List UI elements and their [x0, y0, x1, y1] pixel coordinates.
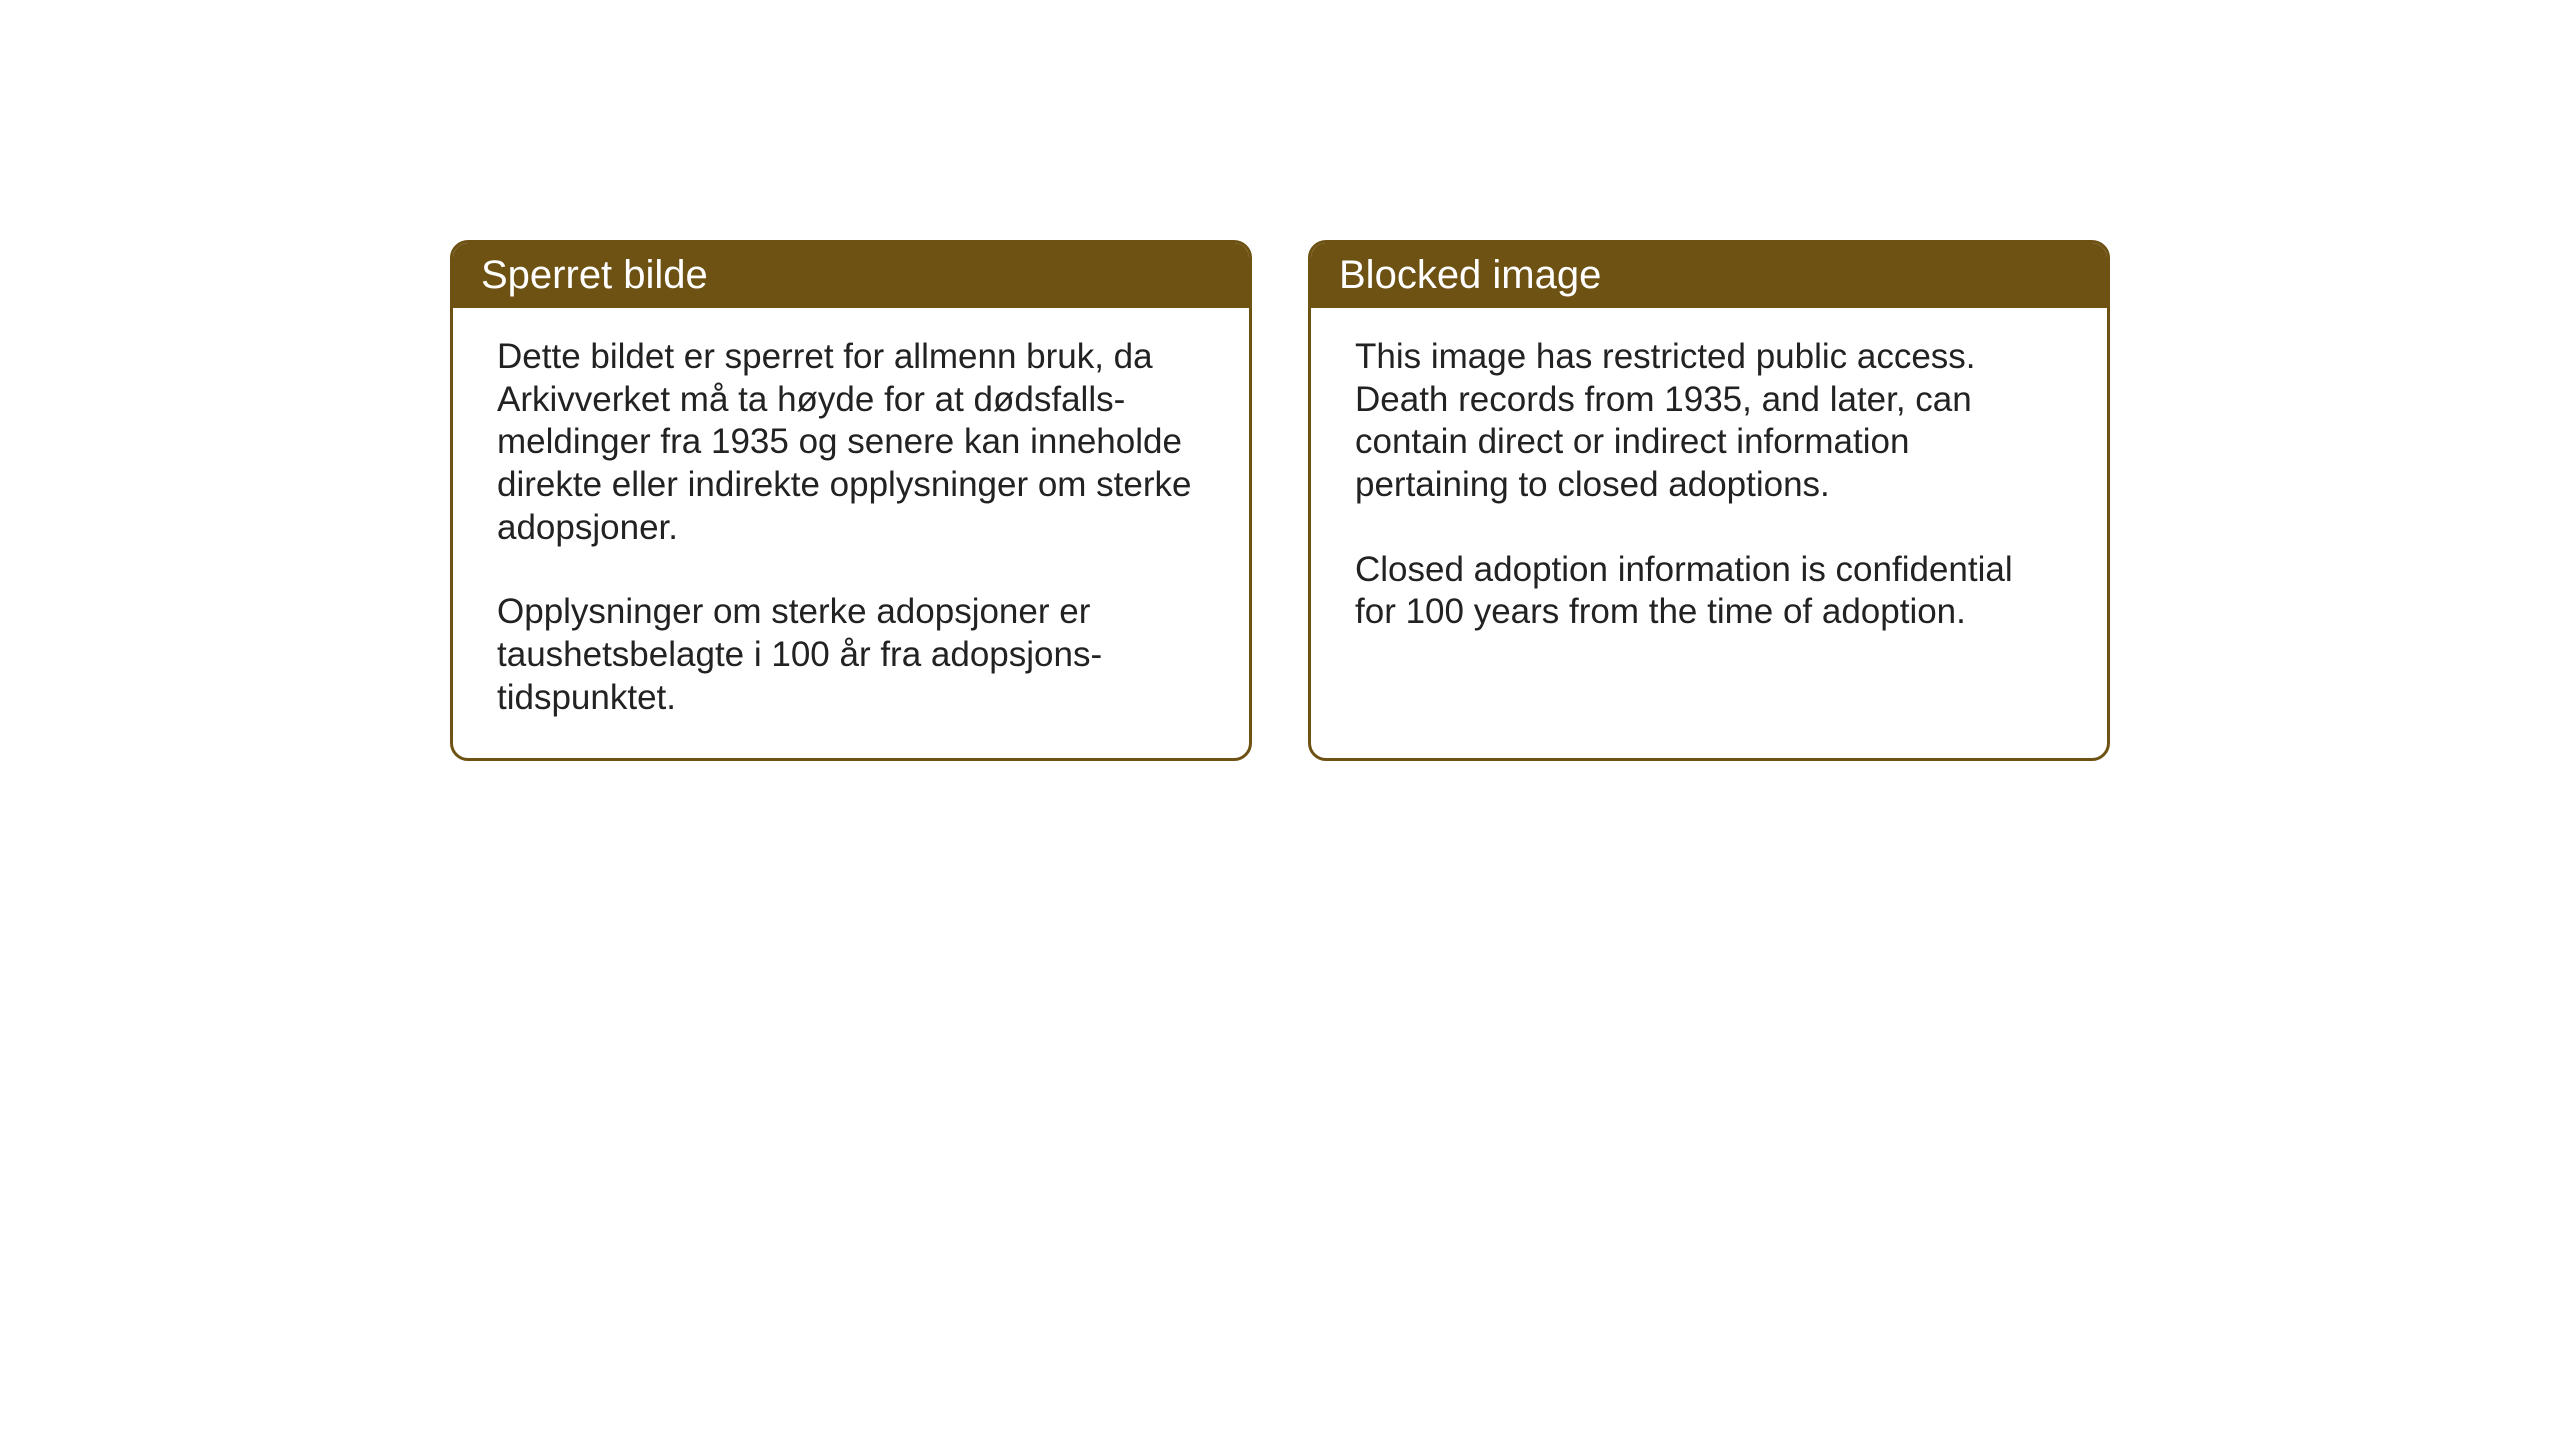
notice-body-english: This image has restricted public access.…: [1311, 308, 2107, 743]
notice-paragraph-2-norwegian: Opplysninger om sterke adopsjoner er tau…: [497, 591, 1205, 719]
notice-header-english: Blocked image: [1311, 243, 2107, 308]
notice-box-english: Blocked image This image has restricted …: [1308, 240, 2110, 761]
notice-paragraph-1-english: This image has restricted public access.…: [1355, 336, 2063, 507]
notice-box-norwegian: Sperret bilde Dette bildet er sperret fo…: [450, 240, 1252, 761]
notice-body-norwegian: Dette bildet er sperret for allmenn bruk…: [453, 308, 1249, 758]
notice-paragraph-2-english: Closed adoption information is confident…: [1355, 549, 2063, 634]
notice-container: Sperret bilde Dette bildet er sperret fo…: [450, 240, 2110, 761]
notice-paragraph-1-norwegian: Dette bildet er sperret for allmenn bruk…: [497, 336, 1205, 549]
notice-header-norwegian: Sperret bilde: [453, 243, 1249, 308]
